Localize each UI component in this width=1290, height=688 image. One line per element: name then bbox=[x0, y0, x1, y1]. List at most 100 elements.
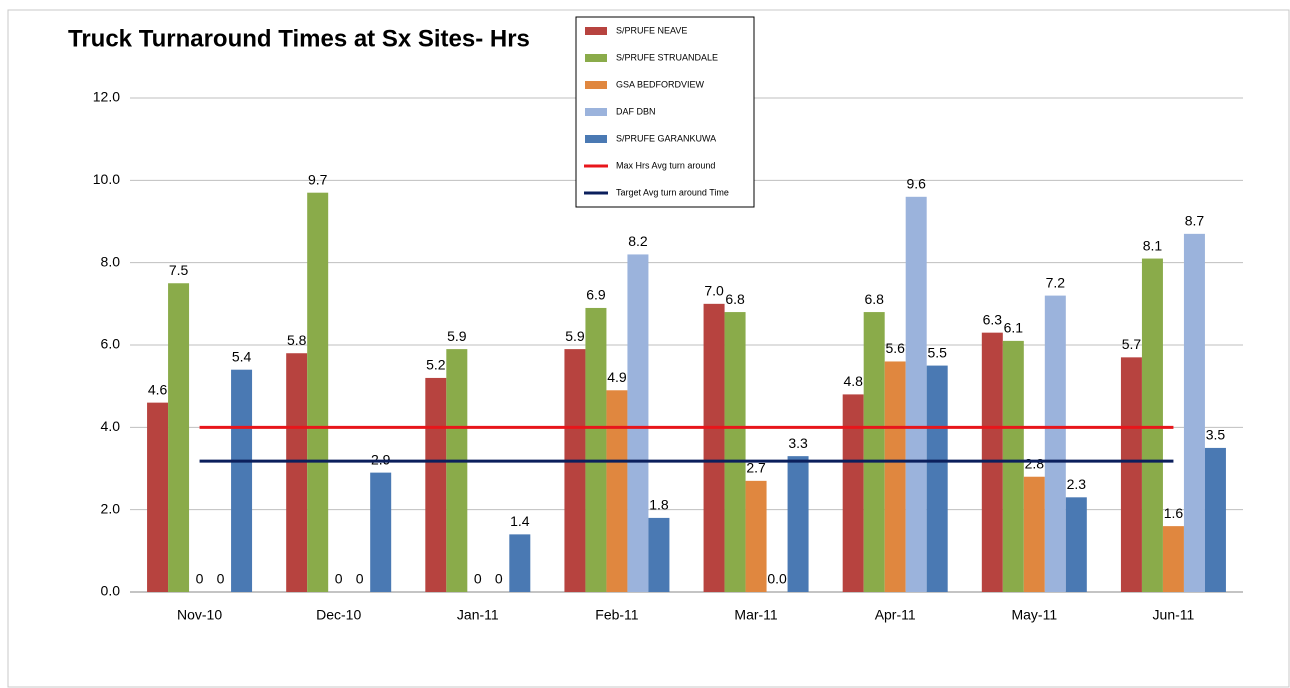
data-label: 2.9 bbox=[371, 451, 391, 467]
data-label: 5.7 bbox=[1122, 336, 1142, 352]
data-label: 6.1 bbox=[1004, 320, 1024, 336]
y-tick-label: 10.0 bbox=[93, 171, 120, 187]
data-label: 5.4 bbox=[232, 348, 252, 364]
legend-label: Target Avg turn around Time bbox=[616, 187, 729, 197]
data-label: 6.8 bbox=[864, 291, 884, 307]
data-label: 0 bbox=[356, 571, 364, 587]
bar bbox=[926, 365, 948, 592]
bar bbox=[286, 353, 308, 592]
bar bbox=[1120, 357, 1142, 592]
y-tick-label: 4.0 bbox=[101, 418, 121, 434]
bar bbox=[168, 283, 190, 592]
bar bbox=[1002, 340, 1024, 592]
chart-title: Truck Turnaround Times at Sx Sites- Hrs bbox=[68, 25, 530, 52]
bar bbox=[1141, 258, 1163, 592]
bar bbox=[147, 402, 169, 592]
data-label: 9.6 bbox=[906, 176, 926, 192]
bar bbox=[1023, 476, 1045, 592]
data-label: 0 bbox=[335, 571, 343, 587]
data-label: 1.8 bbox=[649, 497, 669, 513]
data-label: 2.7 bbox=[746, 460, 766, 476]
data-label: 2.8 bbox=[1025, 455, 1045, 471]
bar bbox=[606, 390, 628, 592]
data-label: 2.3 bbox=[1067, 476, 1087, 492]
data-label: 0 bbox=[495, 571, 503, 587]
data-label: 5.6 bbox=[885, 340, 905, 356]
x-tick-label: Nov-10 bbox=[177, 607, 222, 623]
y-tick-label: 2.0 bbox=[101, 500, 121, 516]
bar bbox=[1162, 526, 1184, 592]
data-label: 8.2 bbox=[628, 233, 648, 249]
data-label: 4.6 bbox=[148, 381, 168, 397]
legend-label: GSA BEDFORDVIEW bbox=[616, 79, 705, 89]
bar bbox=[703, 303, 725, 592]
data-label: 0.0 bbox=[767, 571, 787, 587]
data-label: 8.7 bbox=[1185, 213, 1205, 229]
bar bbox=[745, 480, 767, 592]
bar bbox=[370, 472, 392, 592]
bar bbox=[1204, 447, 1226, 592]
bar bbox=[627, 254, 649, 592]
bar bbox=[905, 196, 927, 593]
legend-label: DAF DBN bbox=[616, 106, 656, 116]
bar bbox=[446, 349, 468, 592]
data-label: 7.5 bbox=[169, 262, 189, 278]
bar bbox=[509, 534, 531, 592]
bar bbox=[842, 394, 864, 592]
data-label: 0 bbox=[196, 571, 204, 587]
data-label: 4.8 bbox=[843, 373, 863, 389]
data-label: 6.8 bbox=[725, 291, 745, 307]
data-label: 0 bbox=[474, 571, 482, 587]
data-label: 7.0 bbox=[704, 283, 724, 299]
bar bbox=[231, 369, 253, 592]
y-tick-label: 12.0 bbox=[93, 89, 120, 105]
x-tick-label: Dec-10 bbox=[316, 607, 361, 623]
bar bbox=[863, 312, 885, 592]
data-label: 8.1 bbox=[1143, 237, 1163, 253]
data-label: 5.2 bbox=[426, 357, 446, 373]
data-label: 9.7 bbox=[308, 171, 328, 187]
data-label: 5.9 bbox=[447, 328, 467, 344]
data-label: 5.8 bbox=[287, 332, 307, 348]
bar bbox=[585, 307, 607, 592]
legend-swatch bbox=[585, 81, 607, 89]
data-label: 7.2 bbox=[1046, 274, 1066, 290]
data-label: 0 bbox=[217, 571, 225, 587]
legend-swatch bbox=[585, 108, 607, 116]
data-label: 5.9 bbox=[565, 328, 585, 344]
data-label: 1.6 bbox=[1164, 505, 1184, 521]
bar bbox=[1065, 497, 1087, 592]
legend-label: S/PRUFE NEAVE bbox=[616, 25, 687, 35]
legend-label: S/PRUFE GARANKUWA bbox=[616, 133, 716, 143]
data-label: 4.9 bbox=[607, 369, 627, 385]
bar bbox=[307, 192, 329, 592]
legend-swatch bbox=[585, 27, 607, 35]
bar bbox=[425, 377, 447, 592]
data-label: 3.3 bbox=[788, 435, 808, 451]
bar bbox=[884, 361, 906, 592]
bar bbox=[724, 312, 746, 592]
y-tick-label: 0.0 bbox=[101, 583, 121, 599]
x-tick-label: Mar-11 bbox=[734, 607, 778, 623]
bar bbox=[648, 517, 670, 592]
bar bbox=[564, 349, 586, 592]
bar bbox=[787, 456, 809, 592]
data-label: 6.3 bbox=[983, 311, 1003, 327]
y-tick-label: 6.0 bbox=[101, 336, 121, 352]
bar bbox=[1044, 295, 1066, 592]
x-tick-label: Apr-11 bbox=[875, 607, 916, 623]
legend-swatch bbox=[585, 54, 607, 62]
legend-label: Max Hrs Avg turn around bbox=[616, 160, 715, 170]
x-tick-label: May-11 bbox=[1011, 607, 1057, 623]
x-tick-label: Jun-11 bbox=[1153, 607, 1195, 623]
bar bbox=[1183, 233, 1205, 592]
data-label: 3.5 bbox=[1206, 427, 1226, 443]
y-tick-label: 8.0 bbox=[101, 253, 121, 269]
x-tick-label: Feb-11 bbox=[595, 607, 639, 623]
x-tick-label: Jan-11 bbox=[457, 607, 499, 623]
data-label: 1.4 bbox=[510, 513, 530, 529]
legend-swatch bbox=[585, 135, 607, 143]
data-label: 5.5 bbox=[927, 344, 947, 360]
data-label: 6.9 bbox=[586, 287, 606, 303]
